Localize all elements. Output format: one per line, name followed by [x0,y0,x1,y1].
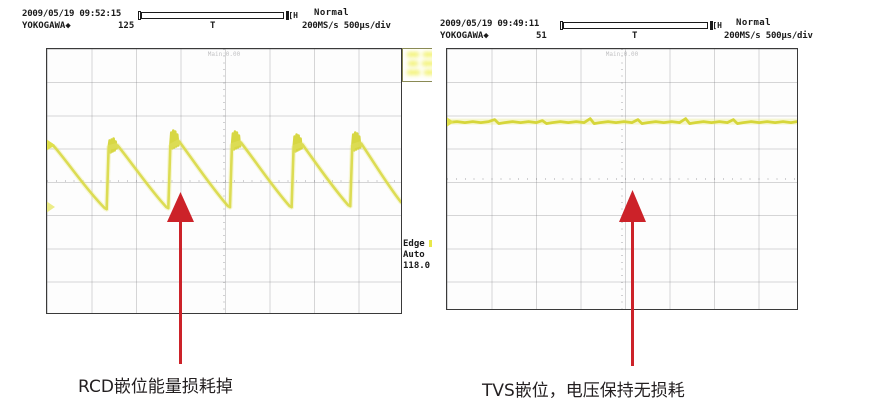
progress-bar-label: [H [712,21,722,30]
brand-diamond-icon: ◆ [483,31,489,41]
progress-bar-end [286,11,289,20]
scope-header-left: 2009/05/19 09:52:15 YOKOGAWA◆ 125 [H T N… [14,8,391,38]
channel-1-marker-left [47,139,55,151]
waveform-trace-left [47,129,401,212]
waveform-trace-right [447,117,797,125]
grid-lines [47,49,401,313]
header-rate-timebase: 200MS/s 500µs/div [302,21,391,32]
progress-bar-end [710,21,713,30]
graticule-watermark: Main:0.00 [605,51,639,58]
channel-ground-marker-left [47,201,55,213]
header-trigger-position-marker: T [632,31,638,41]
header-datetime: 2009/05/19 09:52:15 [22,9,122,19]
scope-panel-left: 2009/05/19 09:52:15 YOKOGAWA◆ 125 [H T N… [14,8,452,314]
header-acquisition-mode: Normal [314,8,349,18]
header-rate-timebase: 200MS/s 500µs/div [724,31,813,42]
progress-bar-body [563,22,708,29]
graticule-left: Main:0.00 [46,48,402,314]
scope-header-right: 2009/05/19 09:49:11 YOKOGAWA◆ 51 [H T No… [432,18,813,48]
progress-bar-cap [560,21,563,30]
progress-bar-cap [138,11,141,20]
header-brand: YOKOGAWA◆ [22,21,71,32]
header-timebase: 500µs/div [765,31,813,41]
header-progress-bar: [H [560,21,722,30]
grid-lines [447,49,797,309]
header-brand: YOKOGAWA◆ [440,31,489,42]
header-trigger-position-marker: T [210,21,216,31]
header-sample-rate: 200MS/s [724,31,761,41]
grid-center-horizontal-ticks [447,178,797,180]
header-acquisition-mode: Normal [736,18,771,28]
grid-center-horizontal-ticks [47,180,401,182]
grid-center-vertical-ticks [223,49,225,313]
header-progress-bar: [H [138,11,298,20]
header-datetime: 2009/05/19 09:49:11 [440,19,540,29]
header-acquisition-count: 51 [536,31,547,41]
graticule-right: Main:0.00 [446,48,798,310]
scope-panel-right: 2009/05/19 09:49:11 YOKOGAWA◆ 51 [H T No… [432,18,813,313]
brand-name: YOKOGAWA [22,21,66,31]
trigger-mode: Auto [403,250,425,260]
caption-right: TVS嵌位，电压保持无损耗 [482,381,685,401]
header-timebase: 500µs/div [343,21,391,31]
caption-left: RCD嵌位能量损耗掉 [78,377,233,397]
brand-name: YOKOGAWA [440,31,484,41]
brand-diamond-icon: ◆ [65,21,71,31]
graticule-watermark: Main:0.00 [207,51,241,58]
progress-bar-body [141,12,284,19]
header-sample-rate: 200MS/s [302,21,339,31]
trigger-level: 118.0 V [403,261,441,271]
header-acquisition-count: 125 [118,21,135,31]
grid-center-vertical-ticks [621,49,623,309]
trigger-type: Edge [403,239,425,249]
progress-bar-label: [H [288,11,298,20]
channel-1-marker-right [447,117,454,127]
